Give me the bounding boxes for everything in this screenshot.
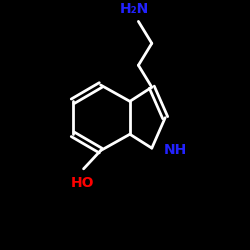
Text: NH: NH: [164, 143, 187, 157]
Text: HO: HO: [70, 176, 94, 190]
Text: H₂N: H₂N: [120, 2, 149, 16]
